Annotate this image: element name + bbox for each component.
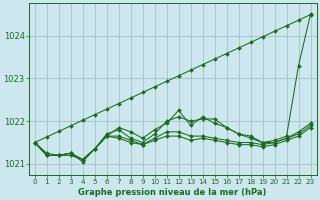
X-axis label: Graphe pression niveau de la mer (hPa): Graphe pression niveau de la mer (hPa) <box>78 188 267 197</box>
